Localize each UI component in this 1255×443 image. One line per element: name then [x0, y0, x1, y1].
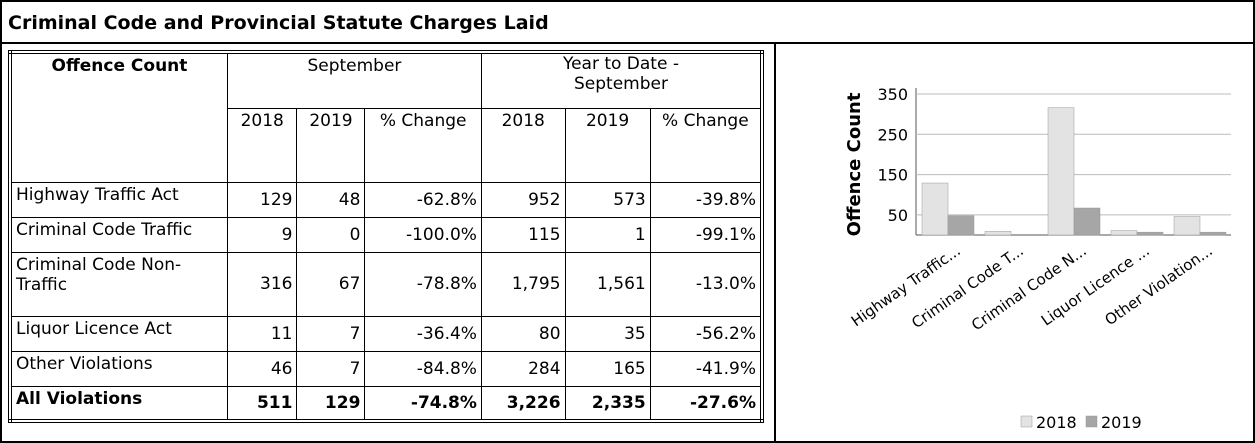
table-cell: Liquor Licence Act: [9, 315, 228, 352]
table-row: Other Violations 46 7 -84.8% 284 165 -41.9%: [9, 350, 763, 387]
header-cell: 2019: [296, 107, 366, 183]
y-tick-label: 150: [877, 166, 908, 185]
table-row: Liquor Licence Act 11 7 -36.4% 80 35 -56.2%: [9, 315, 763, 352]
y-tick-label: 350: [877, 85, 908, 104]
table-cell: 7: [296, 315, 366, 352]
table-cell: -100.0%: [364, 216, 482, 253]
x-tick-label: Liquor Licence ...: [1038, 242, 1153, 330]
table-cell: 67: [296, 251, 366, 317]
legend-label: 2019: [1101, 413, 1142, 432]
y-tick-label: 250: [877, 125, 908, 144]
bar: [921, 182, 949, 236]
chart: 50 150 250 350 Offence Count Highway Traffic.…: [844, 85, 1231, 432]
header-row: 2018 2019% Change 2018 2019% Change: [10, 107, 763, 183]
table-cell: -99.1%: [649, 216, 763, 253]
table-cell: Criminal Code Traffic: [9, 216, 228, 253]
y-tick-label: 50: [888, 206, 908, 225]
header-row: Offence Count September Year to Date - Sep…: [9, 51, 763, 183]
table-cell: Criminal Code Non-Traffic: [9, 251, 228, 317]
x-tick-label: Criminal Code T...: [908, 242, 1027, 333]
header-cell: September: [226, 51, 482, 109]
table-cell: 284: [480, 350, 566, 387]
chart-area: 50 150 250 350 Offence Count Highway Traffic.…: [774, 44, 1253, 441]
header-cell: Offence Count: [9, 51, 228, 183]
table-cell: 11: [226, 315, 298, 352]
table-row: Criminal Code Non-Traffic 316 67 -78.8% 1,79…: [9, 251, 763, 317]
table-cell: 129: [296, 385, 366, 422]
header-cell: 2019: [564, 107, 651, 183]
table-area: Offence Count September Year to Date - Sep…: [8, 50, 770, 438]
table-cell: -41.9%: [649, 350, 763, 387]
table-cell: 7: [296, 350, 366, 387]
header-cell: % Change: [649, 107, 763, 183]
table-row: Highway Traffic Act 129 48 -62.8% 952 573 -39.…: [9, 181, 763, 218]
table-cell: 316: [226, 251, 298, 317]
table-cell: -13.0%: [649, 251, 763, 317]
y-axis-label: Offence Count: [844, 92, 865, 236]
table-cell: 1,795: [480, 251, 566, 317]
header-cell: % Change: [364, 107, 482, 183]
table-cell: 511: [226, 385, 298, 422]
table-cell: 115: [480, 216, 566, 253]
bar: [1073, 207, 1101, 236]
table-cell: -56.2%: [649, 315, 763, 352]
table-cell: 129: [226, 181, 298, 218]
legend-swatch: [1085, 415, 1098, 428]
table-cell: 48: [296, 181, 366, 218]
bar: [1047, 107, 1075, 236]
table-cell: 46: [226, 350, 298, 387]
table-cell: 1,561: [564, 251, 651, 317]
bar: [1173, 216, 1201, 236]
table-cell: 165: [564, 350, 651, 387]
table-cell: 2,335: [564, 385, 651, 422]
header-cell: 2018: [480, 107, 566, 183]
header-cell: Year to Date - September: [480, 51, 763, 109]
table-cell: -84.8%: [364, 350, 482, 387]
bar: [1199, 231, 1227, 236]
table-cell: -74.8%: [364, 385, 482, 422]
table-cell: -39.8%: [649, 181, 763, 218]
x-tick-label: Highway Traffic...: [848, 242, 964, 331]
table-cell: All Violations: [9, 385, 228, 422]
header-cell: 2018: [226, 107, 298, 183]
table-cell: 35: [564, 315, 651, 352]
table-cell: 3,226: [480, 385, 566, 422]
table-cell: -78.8%: [364, 251, 482, 317]
table-cell: 573: [564, 181, 651, 218]
bar: [947, 215, 975, 236]
panel-title: Criminal Code and Provincial Statute Cha…: [2, 2, 1253, 44]
bar: [984, 231, 1012, 236]
legend-swatch: [1020, 415, 1033, 428]
table-cell: 1: [564, 216, 651, 253]
table-cell: Highway Traffic Act: [9, 181, 228, 218]
table-row: Criminal Code Traffic 9 0 -100.0% 115 1 -99.1%: [9, 216, 763, 253]
legend-label: 2018: [1036, 413, 1077, 432]
table-cell: 80: [480, 315, 566, 352]
table-cell: 9: [226, 216, 298, 253]
table-cell: -62.8%: [364, 181, 482, 218]
bar: [1110, 230, 1138, 236]
table-row: All Violations 511 129 -74.8% 3,226 2,335 -27.…: [9, 385, 763, 422]
x-tick-label: Other Violation...: [1101, 242, 1215, 330]
bar: [1136, 231, 1164, 236]
table-cell: 952: [480, 181, 566, 218]
table-cell: 0: [296, 216, 366, 253]
table-cell: -36.4%: [364, 315, 482, 352]
table-cell: Other Violations: [9, 350, 228, 387]
data-table: Offence Count September Year to Date - Sep…: [8, 50, 764, 423]
table-cell: -27.6%: [649, 385, 763, 422]
x-tick-label: Criminal Code N...: [968, 242, 1090, 335]
